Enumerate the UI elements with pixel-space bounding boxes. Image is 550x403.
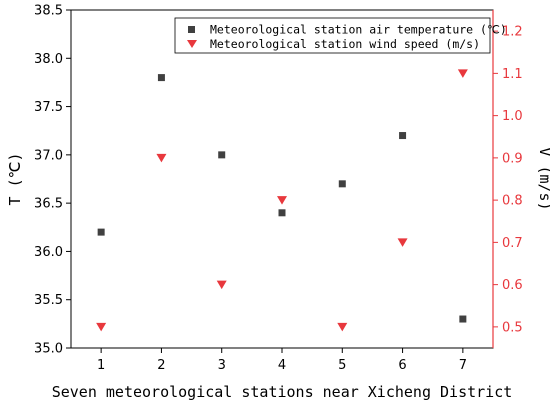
data-points (96, 69, 468, 332)
left-tick-label: 35.0 (34, 342, 63, 357)
left-tick-label: 38.5 (34, 4, 63, 19)
temperature-point (338, 180, 346, 188)
left-axis-title: T (℃) (6, 153, 24, 206)
legend: Meteorological station air temperature (… (174, 17, 507, 54)
right-tick-label: 1.2 (502, 25, 523, 40)
x-tick-label: 6 (398, 358, 406, 373)
legend-entry-temperature: Meteorological station air temperature (… (210, 23, 507, 37)
right-tick-label: 0.8 (502, 194, 523, 209)
right-tick-label: 0.9 (502, 151, 523, 166)
wind-speed-point (337, 322, 348, 332)
legend-triangle-marker (187, 40, 197, 48)
left-tick-label: 37.0 (34, 148, 63, 163)
right-tick-label: 1.1 (502, 67, 523, 82)
temperature-point (218, 151, 226, 159)
right-tick-label: 1.0 (502, 109, 523, 124)
right-tick-label: 0.7 (502, 236, 523, 251)
left-tick-label: 35.5 (34, 293, 63, 308)
x-tick-label: 5 (338, 358, 346, 373)
left-tick-label: 38.0 (34, 52, 63, 67)
wind-speed-point (457, 69, 468, 78)
temperature-point (157, 74, 165, 82)
left-tick-label: 36.0 (34, 245, 63, 260)
left-axis-ticks: 35.0 35.5 36.0 36.5 37.0 37.5 38.0 38.5 (34, 4, 71, 357)
x-tick-label: 7 (459, 358, 467, 373)
legend-square-marker (188, 26, 195, 33)
temperature-point (459, 315, 467, 323)
wind-speed-point (156, 153, 167, 163)
x-tick-label: 2 (157, 358, 165, 373)
wind-speed-point (96, 322, 107, 332)
x-axis-title: Seven meteorological stations near Xiche… (52, 383, 513, 401)
temperature-point (278, 209, 286, 217)
wind-speed-point (397, 238, 408, 247)
right-tick-label: 0.6 (502, 278, 523, 293)
wind-speed-point (277, 196, 287, 205)
left-tick-label: 37.5 (34, 100, 63, 115)
x-tick-label: 1 (97, 358, 105, 373)
x-tick-label: 4 (278, 358, 286, 373)
x-tick-label: 3 (218, 358, 226, 373)
left-tick-label: 36.5 (34, 197, 63, 212)
right-axis-title: V (m/s) (536, 147, 550, 210)
x-axis-ticks: 1 2 3 4 5 6 7 (97, 348, 467, 373)
wind-speed-point (216, 280, 227, 290)
legend-entry-wind-speed: Meteorological station wind speed (m/s) (210, 37, 480, 51)
temperature-point (399, 132, 407, 140)
legend-box (174, 17, 491, 54)
plot-frame (70, 9, 494, 349)
right-axis-ticks: 0.5 0.6 0.7 0.8 0.9 1.0 1.1 1.2 (493, 25, 523, 335)
temperature-point (97, 228, 105, 236)
right-tick-label: 0.5 (502, 320, 523, 335)
